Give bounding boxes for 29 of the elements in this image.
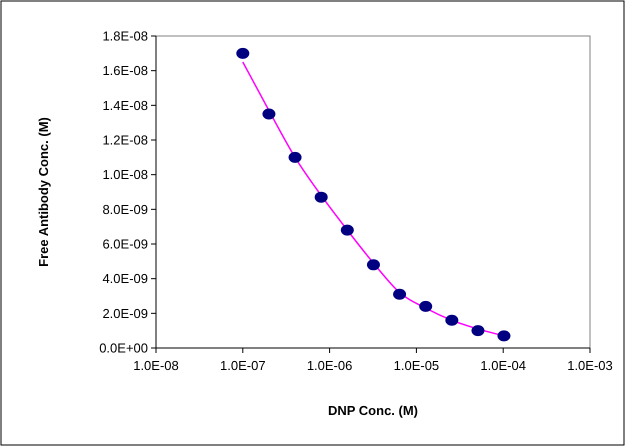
- point: [393, 288, 406, 300]
- point: [262, 108, 276, 120]
- y-tick-label: 1.0E-08: [102, 167, 148, 182]
- point: [445, 314, 458, 326]
- point: [314, 192, 328, 203]
- point: [497, 330, 510, 342]
- point: [288, 152, 302, 163]
- y-tick-label: 1.6E-08: [102, 63, 148, 78]
- x-tick-label: 1.0E-07: [220, 358, 266, 373]
- y-tick-label: 8.0E-09: [102, 202, 148, 217]
- y-tick-label: 1.8E-08: [102, 28, 148, 44]
- y-tick-label: 6.0E-09: [102, 236, 148, 252]
- point: [236, 48, 250, 59]
- point: [471, 325, 484, 336]
- x-axis-title: DNP Conc. (M): [328, 403, 418, 418]
- point: [419, 300, 432, 312]
- point: [340, 224, 354, 236]
- y-tick-label: 2.0E-09: [102, 306, 148, 321]
- point: [366, 259, 380, 270]
- x-tick-label: 1.0E-05: [394, 358, 440, 373]
- y-axis-title: Free Antibody Conc. (M): [36, 117, 51, 267]
- y-tick-label: 0.0E+00: [99, 340, 148, 356]
- y-tick-label: 4.0E-09: [102, 271, 148, 286]
- x-tick-label: 1.0E-04: [480, 358, 526, 373]
- x-tick-label: 1.0E-03: [567, 358, 613, 373]
- x-tick-label: 1.0E-08: [133, 358, 179, 373]
- y-tick-label: 1.2E-08: [102, 132, 148, 148]
- y-tick-label: 1.4E-08: [102, 98, 148, 113]
- x-tick-label: 1.0E-06: [306, 358, 352, 373]
